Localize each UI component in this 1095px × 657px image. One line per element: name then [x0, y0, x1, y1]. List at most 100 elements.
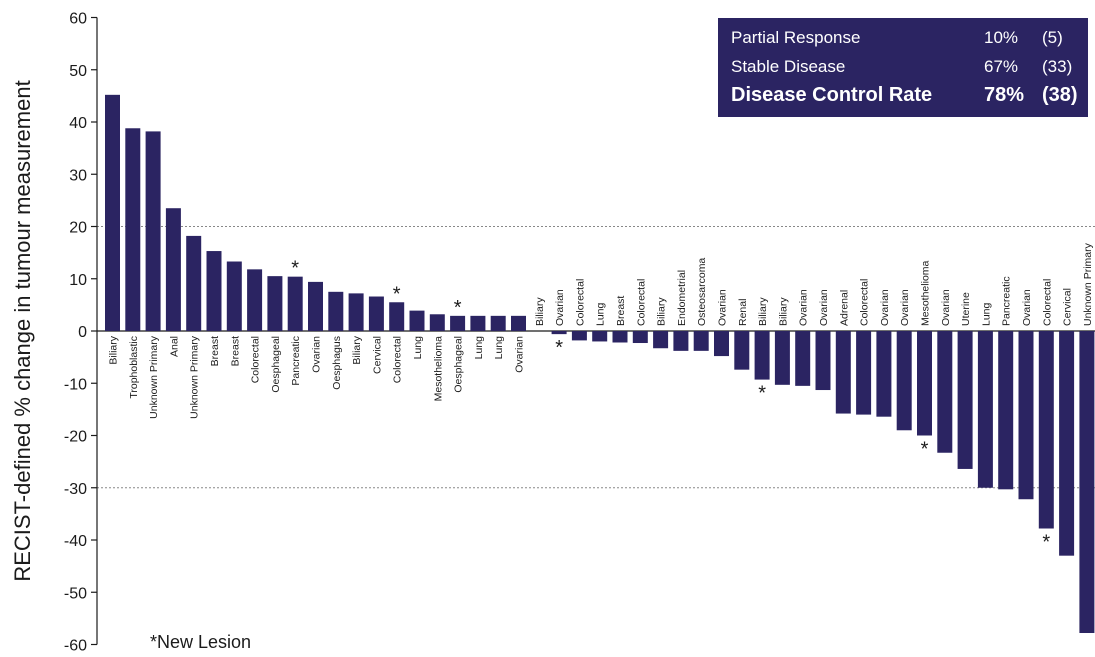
legend-percent: 78% — [984, 84, 1025, 106]
category-label: Breast — [229, 336, 241, 366]
bar — [145, 131, 161, 331]
category-label: Breast — [209, 336, 221, 366]
category-label: Ovarian — [818, 289, 830, 326]
bar — [409, 310, 425, 331]
category-label: Oesphagus — [331, 336, 343, 390]
bar — [957, 331, 973, 469]
bar — [105, 94, 120, 331]
bar — [287, 276, 303, 331]
bar — [673, 331, 689, 351]
category-label: Oesphageal — [270, 336, 282, 393]
new-lesion-marker: * — [454, 297, 462, 319]
new-lesion-markers: * * * * * * * — [291, 258, 1050, 554]
y-tick-label: 20 — [69, 220, 87, 237]
y-tick-label: 60 — [69, 11, 87, 28]
category-label: Colorectal — [574, 279, 586, 326]
bar — [328, 291, 344, 331]
category-label: Unknown Primary — [1082, 242, 1094, 326]
category-label: Colorectal — [859, 279, 871, 326]
y-tick-label: -60 — [64, 638, 87, 655]
y-tick-label: -50 — [64, 585, 87, 602]
bar — [1018, 331, 1034, 500]
category-label: Ovarian — [514, 336, 526, 373]
bar — [693, 331, 709, 351]
bar — [429, 314, 445, 331]
bar — [856, 331, 872, 415]
bar — [450, 315, 466, 331]
y-axis-title: RECIST-defined % change in tumour measur… — [10, 80, 35, 581]
bar — [511, 315, 526, 331]
category-label: Osteosarcoma — [696, 258, 708, 326]
bar — [571, 331, 587, 341]
bar — [490, 315, 506, 331]
y-tick-label: -40 — [64, 533, 87, 550]
category-label: Biliary — [777, 297, 789, 326]
footnote-new-lesion: *New Lesion — [150, 632, 252, 652]
category-label: Colorectal — [635, 279, 647, 326]
category-label: Lung — [493, 336, 505, 360]
bar — [125, 128, 141, 331]
bar — [835, 331, 851, 414]
legend-count: (5) — [1042, 28, 1063, 47]
category-label: Ovarian — [311, 336, 323, 373]
bar — [247, 269, 263, 331]
new-lesion-marker: * — [393, 283, 401, 305]
bar — [165, 208, 181, 331]
legend-percent: 10% — [984, 28, 1019, 47]
category-label: Unknown Primary — [189, 335, 201, 419]
category-label: Anal — [168, 336, 180, 357]
bar — [714, 331, 729, 357]
legend-label: Stable Disease — [731, 57, 846, 76]
category-label: Mesothelioma — [920, 260, 932, 326]
bars-layer — [105, 94, 1095, 634]
legend-count: (33) — [1042, 57, 1073, 76]
category-label: Unknown Primary — [148, 335, 160, 419]
category-label: Adrenal — [838, 290, 850, 326]
category-label: Biliary — [656, 297, 668, 326]
category-label: Mesothelioma — [432, 336, 444, 402]
bar — [896, 331, 912, 431]
new-lesion-marker: * — [1042, 532, 1050, 554]
category-label: Lung — [595, 302, 607, 326]
category-label: Endometrial — [676, 270, 688, 326]
category-label: Lung — [412, 336, 424, 360]
bar — [774, 331, 790, 385]
bar — [368, 296, 384, 331]
category-label: Renal — [737, 299, 749, 326]
bar — [632, 331, 648, 344]
y-tick-label: -30 — [64, 481, 87, 498]
category-label: Cervical — [1062, 288, 1074, 326]
legend-label: Disease Control Rate — [731, 84, 933, 106]
bar — [795, 331, 811, 386]
bar — [308, 281, 323, 331]
category-label: Ovarian — [554, 289, 566, 326]
new-lesion-marker: * — [555, 337, 563, 359]
category-label: Cervical — [371, 336, 383, 374]
bar — [754, 331, 770, 380]
category-label: Colorectal — [392, 336, 404, 383]
bar — [348, 293, 364, 331]
bar — [389, 302, 405, 331]
bar — [592, 331, 608, 342]
bar — [1079, 331, 1095, 634]
category-label: Trophoblastic — [128, 336, 140, 399]
bar — [876, 331, 892, 417]
y-tick-label: 10 — [69, 272, 87, 289]
legend-label: Partial Response — [731, 28, 861, 47]
y-tick-label: -10 — [64, 376, 87, 393]
y-tick-label: -20 — [64, 429, 87, 446]
category-label: Biliary — [351, 335, 363, 364]
bar — [226, 261, 242, 331]
legend-percent: 67% — [984, 57, 1019, 76]
category-label: Uterine — [960, 292, 972, 326]
category-label: Colorectal — [1041, 279, 1053, 326]
category-labels: Biliary Trophoblastic Unknown Primary Anal U… — [108, 242, 1094, 418]
y-axis: 60 50 40 30 20 10 0 -10 -20 -30 -40 -50 -60 — [64, 11, 98, 655]
category-label: Ovarian — [940, 289, 952, 326]
bar — [977, 331, 993, 488]
bar — [1038, 331, 1054, 529]
bar — [612, 331, 628, 343]
category-label: Pancreatic — [290, 336, 302, 386]
bar — [551, 331, 567, 335]
